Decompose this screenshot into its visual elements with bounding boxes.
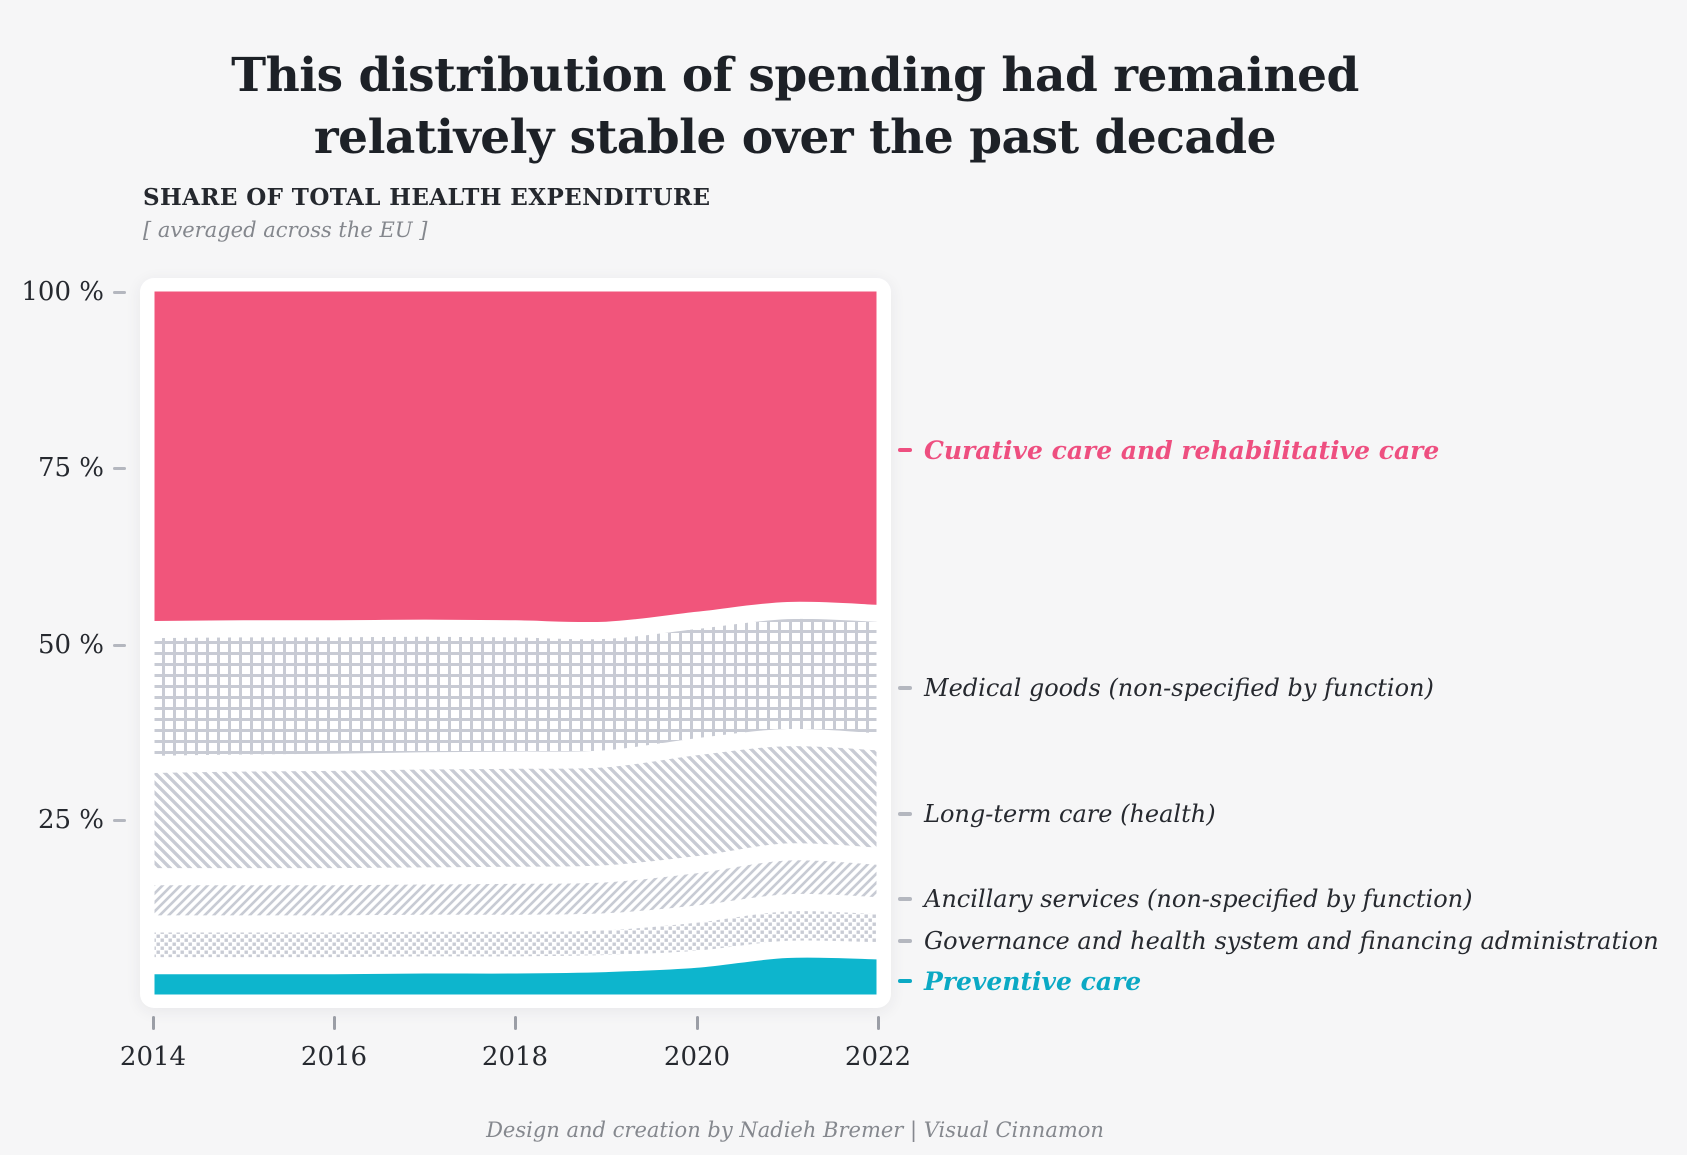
x-tick-mark-2014 (152, 1016, 155, 1030)
y-tick-dash (113, 290, 126, 294)
legend-label: Governance and health system and financi… (924, 927, 1659, 955)
x-tick-mark-2016 (333, 1016, 336, 1030)
y-axis-tick-25: 25 % (0, 805, 126, 835)
legend-label: Preventive care (924, 966, 1142, 996)
band-curative (151, 288, 880, 626)
chart-header: SHARE OF TOTAL HEALTH EXPENDITURE [ aver… (143, 184, 710, 242)
y-tick-label: 25 % (37, 805, 104, 835)
y-tick-label: 100 % (21, 277, 104, 307)
x-axis-label-2020: 2020 (663, 1042, 731, 1072)
y-axis-tick-50: 50 % (0, 630, 126, 660)
x-tick-mark-2018 (514, 1016, 517, 1030)
page-title-line2: relatively stable over the past decade (313, 110, 1277, 166)
footer-credit: Design and creation by Nadieh Bremer | V… (486, 1118, 1104, 1142)
page-title: This distribution of spending had remain… (0, 45, 1590, 169)
legend-label: Curative care and rehabilitative care (924, 435, 1440, 465)
legend-label: Medical goods (non-specified by function… (924, 674, 1434, 702)
x-tick-mark-2020 (696, 1016, 699, 1030)
legend-dash (898, 448, 912, 452)
x-axis-label-2022: 2022 (844, 1042, 912, 1072)
band-governance (151, 908, 880, 961)
y-tick-label: 50 % (37, 630, 104, 660)
legend-item-preventive: Preventive care (898, 964, 1141, 998)
y-axis-tick-100: 100 % (0, 277, 126, 307)
band-preventive (151, 954, 880, 998)
legend-item-governance: Governance and health system and financi… (898, 924, 1659, 958)
legend-label: Long-term care (health) (924, 800, 1216, 828)
y-tick-dash (113, 818, 126, 822)
y-axis-tick-75: 75 % (0, 453, 126, 483)
chart-bands (151, 288, 880, 998)
x-axis-label-2014: 2014 (119, 1042, 187, 1072)
chart-canvas (151, 288, 880, 998)
x-tick-mark-2022 (877, 1016, 880, 1030)
legend-dash (898, 979, 912, 983)
legend-dash (898, 812, 912, 816)
band-ancillary (151, 857, 880, 919)
y-tick-label: 75 % (37, 453, 104, 483)
legend-label: Ancillary services (non-specified by fun… (924, 885, 1473, 913)
chart-subtitle: [ averaged across the EU ] (143, 218, 428, 242)
page-title-line1: This distribution of spending had remain… (231, 48, 1359, 104)
y-tick-dash (113, 466, 126, 470)
y-tick-dash (113, 643, 126, 647)
legend-dash (898, 939, 912, 943)
x-axis-label-2018: 2018 (481, 1042, 549, 1072)
legend-item-curative: Curative care and rehabilitative care (898, 433, 1439, 467)
legend-item-long-term-care: Long-term care (health) (898, 797, 1216, 831)
x-axis-label-2016: 2016 (300, 1042, 368, 1072)
band-medical_goods (151, 615, 880, 759)
band-long_term (151, 743, 880, 872)
stacked-area-chart (140, 278, 891, 1008)
chart-title: SHARE OF TOTAL HEALTH EXPENDITURE (143, 184, 711, 211)
legend-dash (898, 686, 912, 690)
legend-item-ancillary-services: Ancillary services (non-specified by fun… (898, 882, 1472, 916)
legend-item-medical-goods: Medical goods (non-specified by function… (898, 671, 1434, 705)
legend-dash (898, 897, 912, 901)
